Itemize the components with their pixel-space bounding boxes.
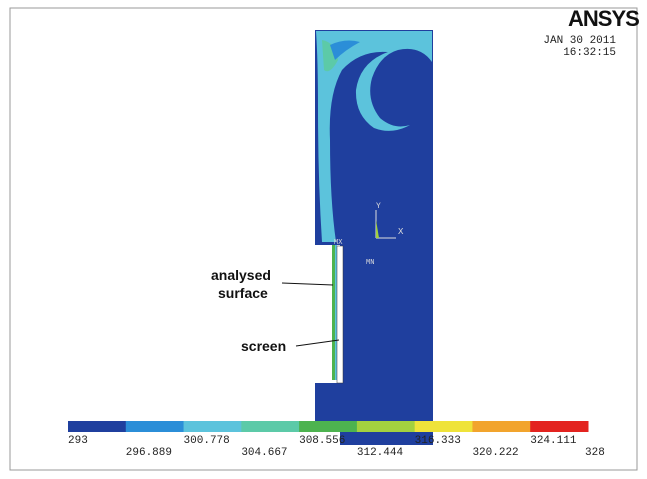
color-band xyxy=(125,421,185,432)
analysed-surface-line xyxy=(335,245,337,380)
min-marker: MN xyxy=(366,259,374,267)
flow-region xyxy=(322,40,338,72)
annotation-label: surface xyxy=(218,285,268,301)
color-band xyxy=(68,421,127,432)
level-label: 324.111 xyxy=(530,435,577,447)
level-label: 316.333 xyxy=(415,435,461,447)
annotation-arrow xyxy=(281,282,334,286)
level-label: 308.556 xyxy=(299,435,345,447)
annotation-label: analysed xyxy=(211,267,271,283)
level-label: 328 xyxy=(585,447,605,459)
screen xyxy=(336,245,344,384)
axis-triad xyxy=(376,220,379,238)
color-band xyxy=(241,421,300,432)
level-label: 296.889 xyxy=(126,447,172,459)
axis-y-label: Y xyxy=(376,202,381,211)
logo: ANSYS xyxy=(568,6,639,31)
annotation-arrow xyxy=(295,339,340,347)
analysed-surface-line xyxy=(332,245,335,380)
color-band xyxy=(530,421,589,432)
color-band xyxy=(472,421,531,432)
color-band xyxy=(356,421,416,432)
model xyxy=(315,30,433,445)
annotation-label: screen xyxy=(241,338,286,354)
flow-region xyxy=(330,40,360,60)
color-band xyxy=(299,421,358,432)
date: JAN 30 2011 xyxy=(543,35,616,47)
level-label: 300.778 xyxy=(184,435,230,447)
level-label: 304.667 xyxy=(241,447,287,459)
level-label: 312.444 xyxy=(357,447,404,459)
color-band xyxy=(414,421,473,432)
color-band xyxy=(183,421,242,432)
level-label: 320.222 xyxy=(472,447,518,459)
axis-x-label: X xyxy=(398,227,404,237)
domain-lower xyxy=(315,383,342,423)
time: 16:32:15 xyxy=(563,47,616,59)
legend: 293 296.889 300.778 304.667 308.556 312.444 31… xyxy=(68,421,605,459)
max-marker: MX xyxy=(334,239,343,247)
level-label: 293 xyxy=(68,435,88,447)
